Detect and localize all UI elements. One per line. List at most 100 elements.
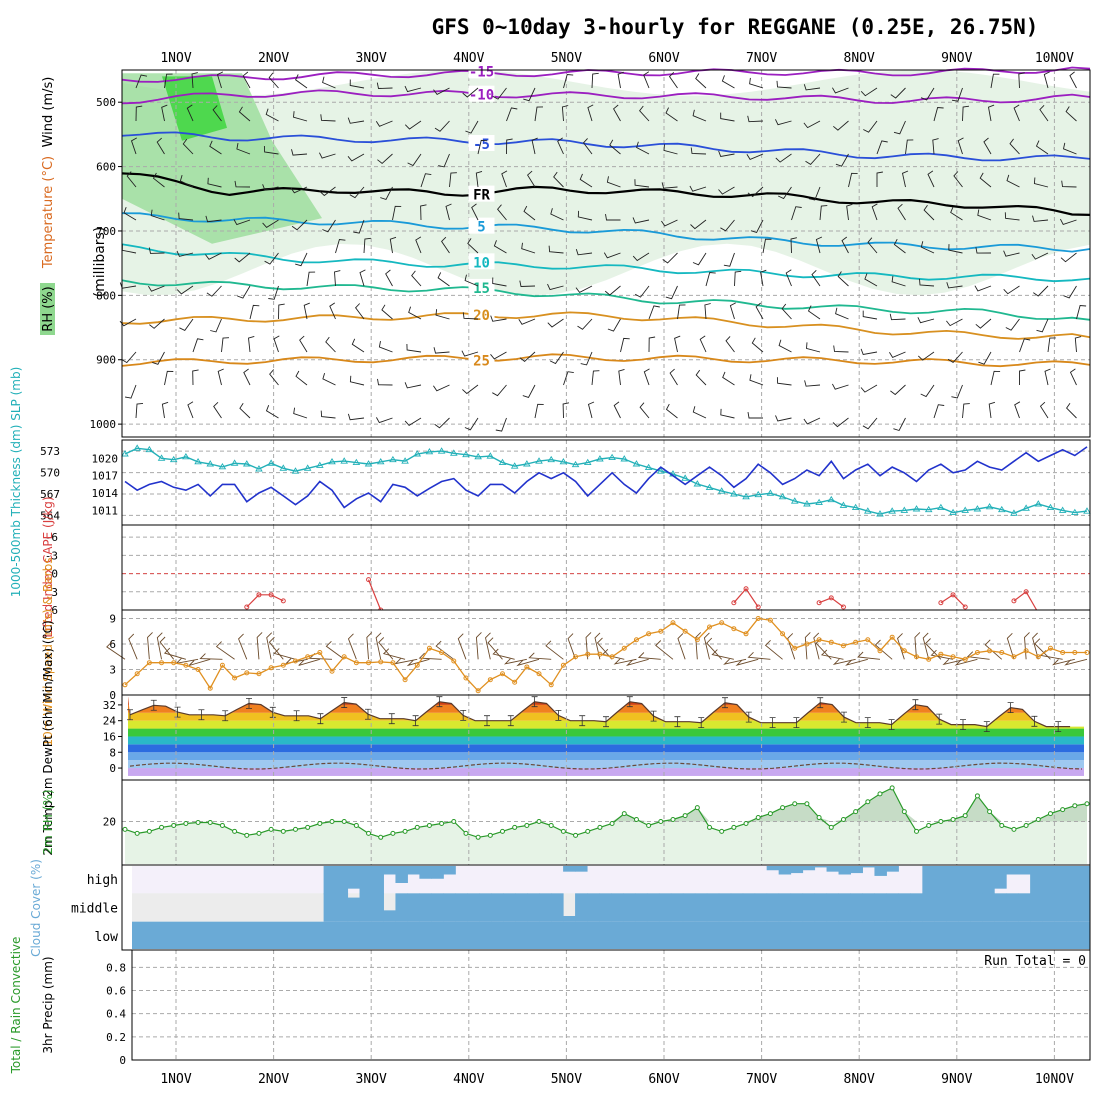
- wind-barb: [927, 170, 935, 188]
- thickness-point: [559, 457, 568, 465]
- cloud-middle-bar: [419, 893, 432, 922]
- wind-barb: [527, 170, 536, 188]
- wind-barb: [932, 138, 939, 155]
- wind-barb: [962, 403, 970, 419]
- wind-barb: [806, 342, 821, 353]
- wind-barb: [435, 640, 455, 660]
- wind-barb: [747, 115, 764, 123]
- wind-barb: [161, 104, 168, 122]
- lifted-index-point: [268, 592, 274, 598]
- rh-point: [682, 813, 688, 819]
- axis-label-cloud: Cloud Cover (%): [29, 859, 43, 957]
- wind-barb: [487, 637, 503, 660]
- axis-label-precip: 3hr Precip (mm): [41, 956, 55, 1053]
- temp-minmax-bar: [531, 696, 538, 708]
- isotherm-line: [121, 311, 1091, 340]
- wind-barb: [947, 351, 963, 363]
- rh-point: [341, 819, 347, 824]
- wind-barb: [176, 250, 194, 257]
- isotherm-label: -5: [473, 137, 490, 153]
- wind-barb: [804, 632, 811, 660]
- y-tick-label: 0: [119, 1054, 126, 1067]
- date-label: 1NOV: [160, 1072, 191, 1087]
- cloud-high-bar: [395, 866, 408, 883]
- wind-barb: [747, 412, 763, 419]
- wind-barb: [1061, 180, 1077, 188]
- thickness-point: [693, 480, 702, 487]
- wind-speed-point: [1011, 654, 1017, 660]
- rh-point: [585, 828, 591, 834]
- wind-speed-point: [938, 651, 944, 657]
- wind-barb: [503, 658, 527, 665]
- wind-barb: [975, 247, 992, 254]
- wind-barb: [394, 658, 418, 665]
- rh-point: [694, 805, 700, 811]
- rh-point: [719, 828, 725, 834]
- rh-point: [901, 809, 907, 815]
- wind-barb: [665, 107, 678, 122]
- rh-point: [633, 817, 639, 823]
- lifted-index-point: [256, 592, 262, 598]
- cloud-middle-bar: [706, 893, 720, 922]
- wind-barb: [1035, 140, 1049, 155]
- y-tick-label: 1020: [92, 452, 119, 465]
- wind-barb: [164, 73, 173, 89]
- cloud-middle-bar: [802, 893, 816, 922]
- rh-point: [487, 832, 493, 838]
- cloud-middle-bar: [670, 893, 684, 922]
- lifted-index-line: [246, 594, 284, 608]
- rh-point: [731, 824, 737, 830]
- wind-barb: [620, 337, 630, 353]
- cloud-level-label: middle: [71, 902, 118, 917]
- wind-barb: [606, 176, 621, 188]
- wind-barb: [662, 252, 678, 264]
- wind-barb: [420, 204, 427, 221]
- wind-barb: [946, 318, 963, 327]
- y-tick-label: 564: [40, 509, 60, 522]
- wind-barb: [1034, 638, 1051, 660]
- y-tick-label: 16: [103, 730, 116, 743]
- y-tick-label: 573: [40, 445, 60, 458]
- thickness-point: [486, 452, 495, 459]
- wind-barb: [516, 658, 540, 667]
- wind-barb: [306, 271, 316, 287]
- wind-barb: [152, 172, 165, 188]
- wind-barb: [523, 205, 536, 221]
- wind-barb: [862, 310, 878, 320]
- rh-point: [828, 824, 834, 830]
- wind-speed-point: [475, 688, 481, 694]
- thickness-point: [389, 455, 397, 463]
- wind-barb: [128, 633, 138, 660]
- wind-barb: [1074, 336, 1082, 353]
- rh-point: [1084, 801, 1090, 807]
- wind-barb: [613, 658, 637, 665]
- wind-barb: [722, 371, 735, 386]
- wind-barb: [1004, 212, 1020, 221]
- wind-speed-point: [780, 631, 786, 637]
- thickness-point: [182, 452, 190, 460]
- wind-barb: [920, 384, 935, 398]
- wind-speed-point: [877, 648, 883, 654]
- lifted-index-point: [1011, 598, 1017, 604]
- wind-barb: [325, 640, 345, 660]
- thickness-point: [803, 500, 811, 507]
- rh-point: [999, 822, 1005, 828]
- cloud-middle-bar: [766, 893, 780, 922]
- wind-barb: [506, 138, 513, 155]
- thickness-point: [815, 498, 823, 506]
- date-label: 1NOV: [160, 51, 191, 66]
- wind-speed-point: [402, 677, 408, 683]
- temp-color-band: [128, 744, 1084, 753]
- isotherm-label-bg: [468, 351, 495, 368]
- cloud-middle-bar: [1018, 893, 1031, 922]
- wind-barb: [979, 172, 992, 188]
- wind-barb: [860, 348, 878, 356]
- wind-speed-point: [999, 650, 1005, 655]
- wind-barb: [159, 636, 175, 660]
- wind-barb: [837, 271, 849, 287]
- wind-speed-point: [694, 637, 700, 643]
- wind-speed-point: [341, 654, 347, 660]
- wind-barb: [867, 237, 878, 254]
- wind-barb: [284, 658, 308, 665]
- thickness-point: [352, 458, 361, 466]
